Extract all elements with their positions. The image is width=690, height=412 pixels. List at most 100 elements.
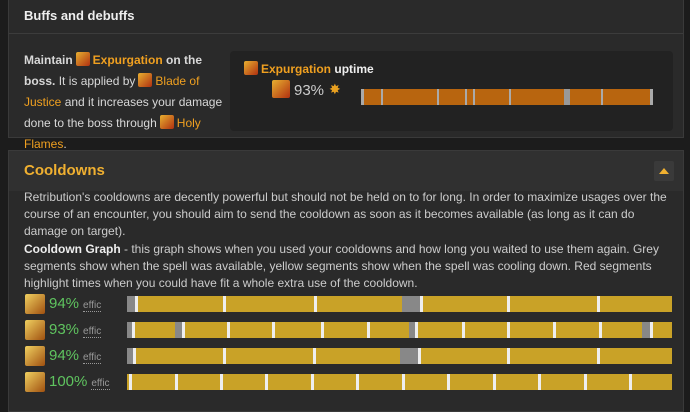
cast	[265, 374, 268, 390]
spell-icon	[25, 320, 45, 340]
graph-description: Cooldown Graph - this graph shows when y…	[24, 241, 674, 292]
cast	[507, 322, 510, 338]
spell-icon	[244, 61, 258, 75]
cooldown-bar	[127, 296, 672, 312]
cast	[597, 348, 600, 364]
cooldowns-panel: Cooldowns Retribution's cooldowns are de…	[8, 150, 684, 412]
spell-icon	[25, 346, 45, 366]
gap	[650, 89, 653, 105]
spell-icon	[25, 372, 45, 392]
efficiency-unit[interactable]: effic	[83, 352, 102, 364]
spell-icon	[159, 115, 174, 129]
panel-header	[9, 151, 683, 191]
spell-link[interactable]: Expurgation	[92, 53, 163, 67]
efficiency: 100% effic	[49, 373, 110, 390]
cast	[314, 296, 317, 312]
gap	[473, 89, 475, 105]
cast	[507, 348, 510, 364]
spell-icon	[25, 294, 45, 314]
cast	[538, 374, 541, 390]
cast	[272, 322, 275, 338]
cast	[129, 374, 132, 390]
available-segment	[127, 296, 135, 312]
cast	[462, 322, 465, 338]
cooldown-bar	[127, 322, 672, 338]
cast	[402, 374, 405, 390]
cast	[597, 296, 600, 312]
efficiency: 94% effic	[49, 347, 102, 364]
spell-icon	[138, 73, 153, 87]
collapse-button[interactable]	[654, 161, 674, 181]
available-segment	[127, 348, 133, 364]
uptime-title: Expurgation uptime	[244, 61, 374, 76]
efficiency-value: 100%	[49, 373, 88, 390]
section-title: Cooldowns	[24, 162, 105, 179]
gap	[465, 89, 467, 105]
text: It is applied by	[58, 74, 136, 88]
spell-icon	[75, 52, 90, 66]
text: - this graph shows when you used your co…	[24, 242, 659, 290]
cast	[493, 374, 496, 390]
available-segment	[642, 322, 650, 338]
cast	[447, 374, 450, 390]
uptime-bar	[361, 89, 653, 105]
cast	[367, 322, 370, 338]
cast	[418, 348, 421, 364]
text: Maintain	[24, 53, 73, 67]
gap	[564, 89, 570, 105]
page: Buffs and debuffs Maintain Expurgation on…	[8, 0, 684, 412]
cast	[311, 374, 314, 390]
cooldown-bar	[127, 374, 672, 390]
efficiency-unit[interactable]: effic	[91, 378, 110, 390]
cast	[223, 348, 226, 364]
cast	[313, 348, 316, 364]
section-title: Buffs and debuffs	[24, 8, 135, 23]
spell-link[interactable]: Holy Flames	[24, 116, 201, 151]
divider	[9, 33, 683, 34]
efficiency: 93% effic	[49, 321, 102, 338]
uptime-box: Expurgation uptime 93% ✸	[230, 51, 673, 131]
cast	[321, 322, 324, 338]
buffs-panel: Buffs and debuffs Maintain Expurgation on…	[8, 0, 684, 151]
cast	[133, 348, 136, 364]
cast	[220, 374, 223, 390]
cooldown-bar	[127, 348, 672, 364]
cast	[132, 322, 135, 338]
spell-link[interactable]: Blade of Justice	[24, 74, 200, 109]
text: .	[63, 137, 67, 151]
text: uptime	[334, 62, 374, 76]
caret-icon	[659, 168, 669, 174]
cast	[553, 322, 556, 338]
gap	[437, 89, 439, 105]
intro-text: Retribution's cooldowns are decently pow…	[24, 190, 667, 238]
cast	[223, 296, 226, 312]
efficiency: 94% effic	[49, 295, 102, 312]
cast	[420, 296, 423, 312]
cast	[175, 374, 178, 390]
cast	[227, 322, 230, 338]
efficiency-value: 94%	[49, 295, 80, 312]
cast	[599, 322, 602, 338]
efficiency-unit[interactable]: effic	[83, 326, 102, 338]
cast	[135, 296, 138, 312]
cast	[356, 374, 359, 390]
efficiency-value: 93%	[49, 321, 80, 338]
gap	[381, 89, 383, 105]
available-segment	[175, 322, 182, 338]
cast	[650, 322, 653, 338]
cast	[415, 322, 418, 338]
star-icon: ✸	[329, 81, 341, 97]
available-segment	[127, 322, 132, 338]
spell-link[interactable]: Expurgation	[261, 62, 332, 76]
cast	[584, 374, 587, 390]
uptime-value: 93%	[294, 82, 325, 99]
text: on the boss.	[24, 53, 203, 88]
cast	[629, 374, 632, 390]
efficiency-unit[interactable]: effic	[83, 300, 102, 312]
available-segment	[409, 322, 415, 338]
text: and it increases your damage done to the…	[24, 95, 223, 130]
text: Cooldown Graph	[24, 242, 121, 256]
available-segment	[400, 348, 418, 364]
gap	[361, 89, 364, 105]
spell-icon	[272, 80, 290, 98]
